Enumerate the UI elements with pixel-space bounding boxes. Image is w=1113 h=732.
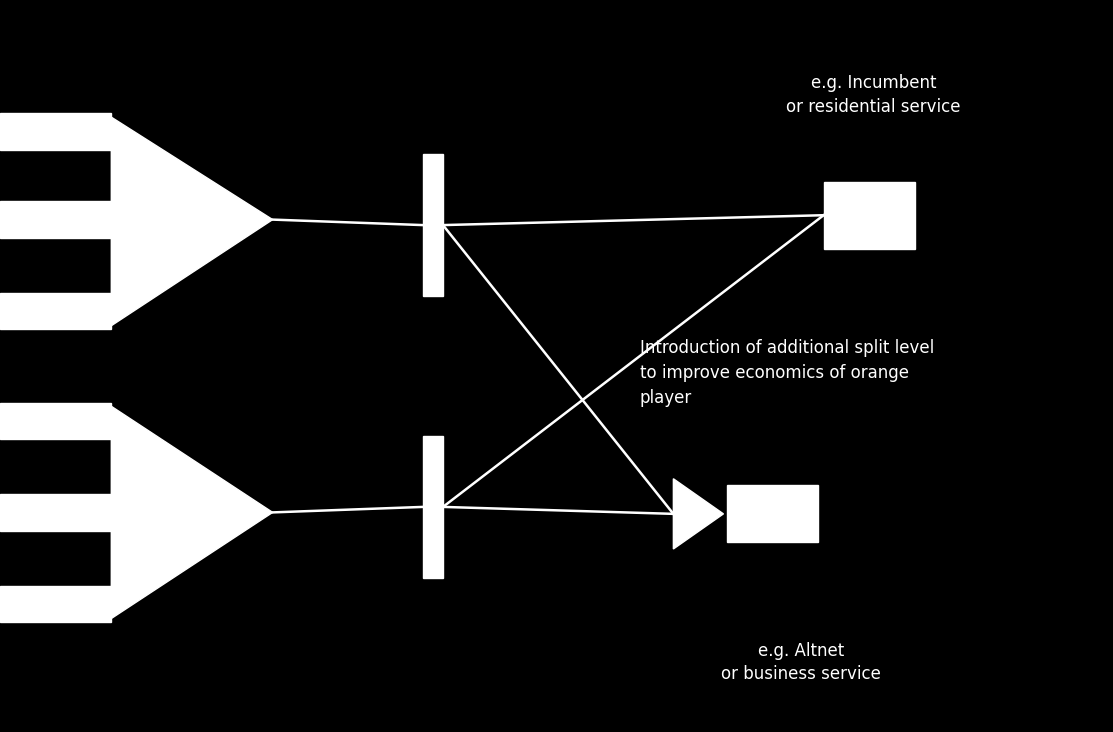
Polygon shape — [111, 406, 273, 619]
Polygon shape — [111, 117, 273, 326]
Bar — [0, 494, 111, 531]
Text: e.g. Altnet
or business service: e.g. Altnet or business service — [721, 642, 881, 683]
Bar — [0, 201, 111, 238]
Bar — [423, 436, 443, 578]
Bar — [0, 403, 111, 439]
Text: e.g. Incumbent
or residential service: e.g. Incumbent or residential service — [787, 75, 961, 116]
Bar — [824, 182, 915, 249]
Polygon shape — [673, 479, 723, 549]
Bar — [0, 293, 111, 329]
Bar — [423, 154, 443, 296]
Bar — [727, 485, 818, 542]
Text: Introduction of additional split level
to improve economics of orange
player: Introduction of additional split level t… — [640, 340, 934, 407]
Bar — [0, 113, 111, 150]
Bar — [0, 586, 111, 622]
